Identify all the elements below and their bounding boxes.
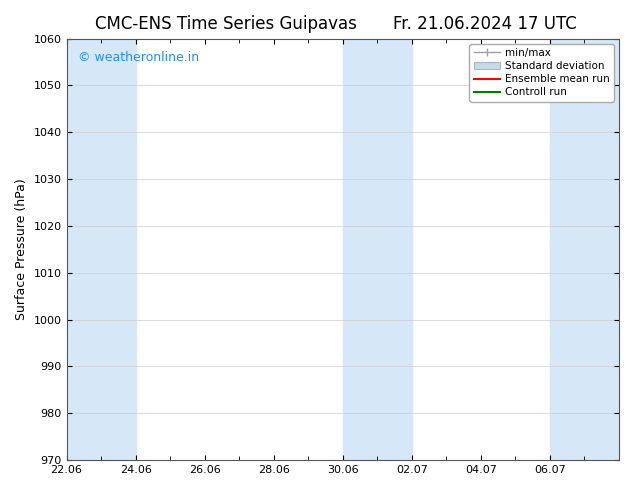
Y-axis label: Surface Pressure (hPa): Surface Pressure (hPa) (15, 178, 28, 320)
Text: CMC-ENS Time Series Guipavas: CMC-ENS Time Series Guipavas (95, 15, 357, 33)
Legend: min/max, Standard deviation, Ensemble mean run, Controll run: min/max, Standard deviation, Ensemble me… (469, 44, 614, 101)
Bar (67, 39, 136, 460)
Bar (550, 39, 619, 460)
Bar (343, 39, 412, 460)
Text: Fr. 21.06.2024 17 UTC: Fr. 21.06.2024 17 UTC (393, 15, 577, 33)
Text: © weatheronline.in: © weatheronline.in (77, 51, 198, 64)
